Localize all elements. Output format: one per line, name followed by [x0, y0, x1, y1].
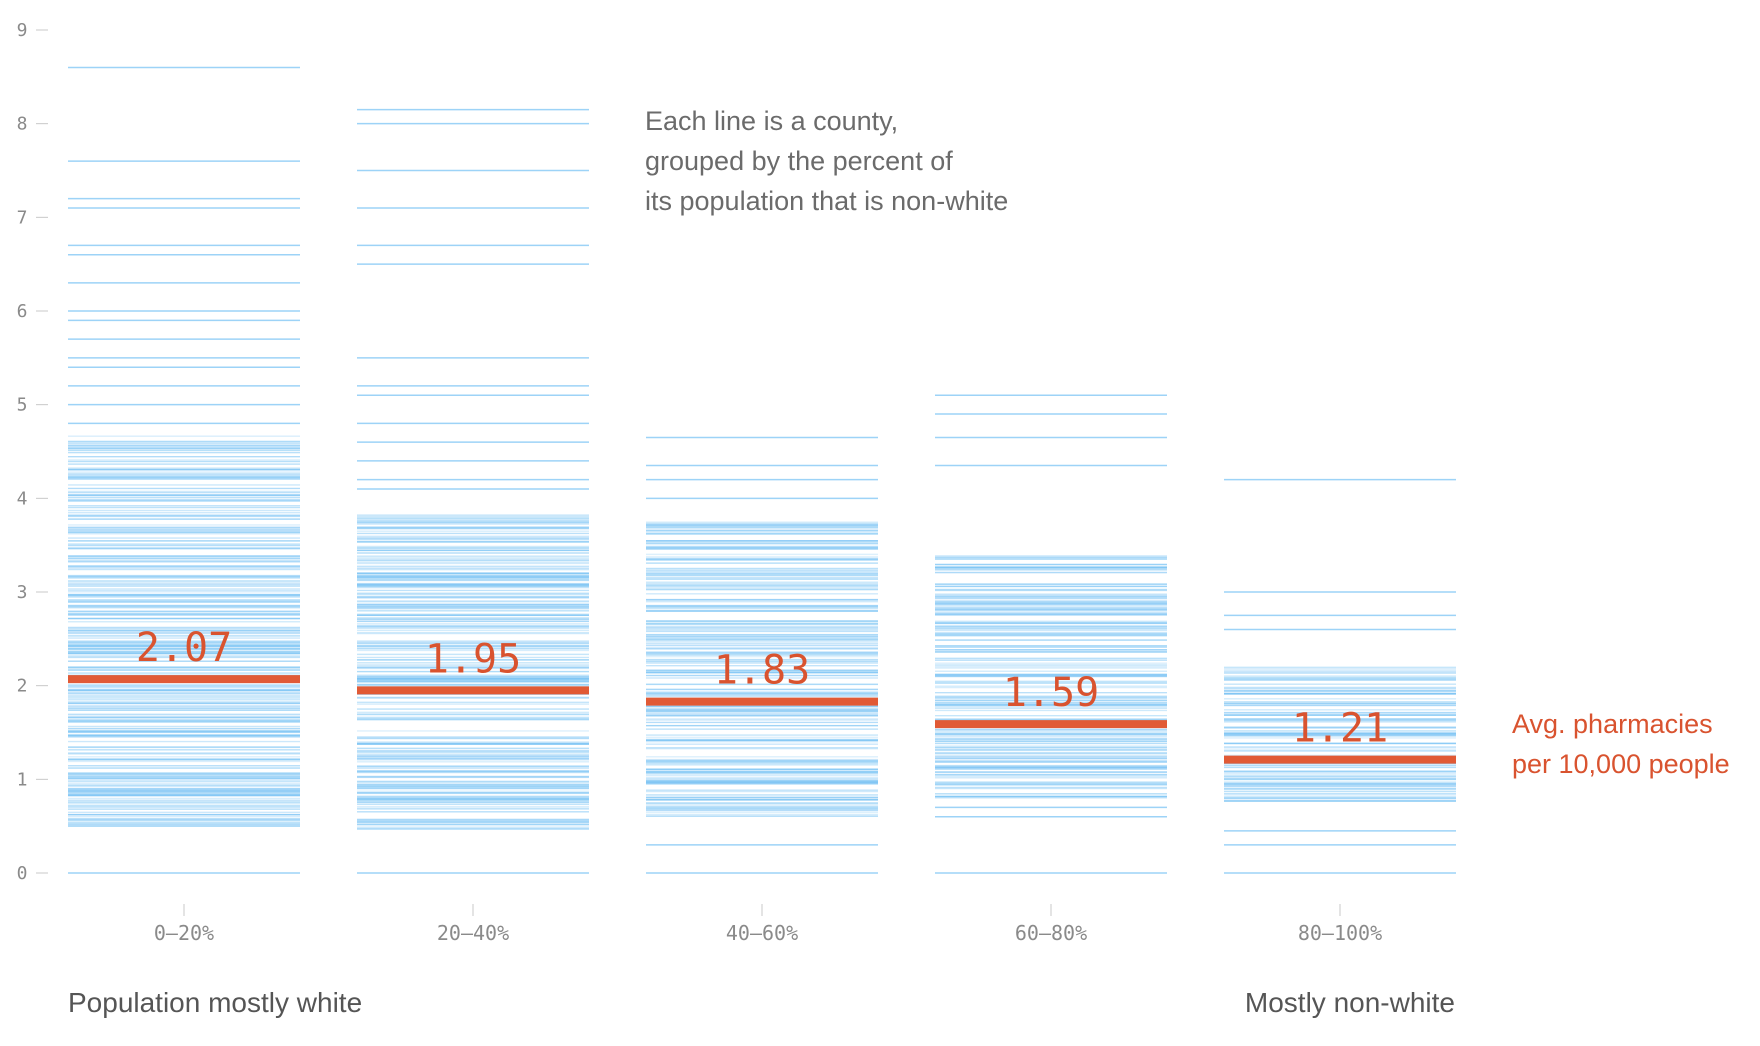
y-tick-label: 2 — [17, 676, 28, 697]
average-label: 1.83 — [714, 648, 810, 694]
annotation-line-1: Each line is a county, — [645, 106, 898, 136]
x-tick-label: 20–40% — [437, 921, 509, 945]
average-label: 1.21 — [1292, 706, 1388, 752]
x-axis: 0–20% 20–40% 40–60% 60–80% 80–100% — [154, 904, 1382, 945]
y-tick-label: 5 — [17, 395, 28, 416]
y-axis: 0 1 2 3 4 5 6 7 8 9 — [17, 20, 48, 884]
average-label: 2.07 — [136, 625, 232, 671]
footer-left-label: Population mostly white — [68, 987, 362, 1018]
county-group-4 — [935, 394, 1167, 874]
y-tick-label: 4 — [17, 488, 28, 509]
average-label: 1.59 — [1003, 670, 1099, 716]
annotation: Each line is a county, grouped by the pe… — [645, 106, 1008, 216]
county-group-2 — [357, 108, 589, 874]
legend-line-1: Avg. pharmacies — [1512, 709, 1713, 739]
county-group-3 — [646, 436, 878, 874]
county-group-1 — [68, 66, 300, 874]
y-tick-label: 8 — [17, 114, 28, 135]
annotation-line-3: its population that is non-white — [645, 186, 1008, 216]
annotation-line-2: grouped by the percent of — [645, 146, 953, 176]
average-lines: 2.07 1.95 1.83 1.59 1.21 — [68, 625, 1456, 764]
x-tick-label: 60–80% — [1015, 921, 1087, 945]
y-tick-label: 1 — [17, 769, 28, 790]
legend: Avg. pharmacies per 10,000 people — [1512, 709, 1730, 779]
legend-line-2: per 10,000 people — [1512, 749, 1730, 779]
y-tick-label: 6 — [17, 301, 28, 322]
county-group-5 — [1224, 478, 1456, 874]
x-tick-label: 40–60% — [726, 921, 798, 945]
x-tick-label: 80–100% — [1298, 921, 1382, 945]
average-label: 1.95 — [425, 636, 521, 682]
y-tick-label: 3 — [17, 582, 28, 603]
y-tick-label: 0 — [17, 863, 28, 884]
y-tick-label: 7 — [17, 207, 28, 228]
y-tick-label: 9 — [17, 20, 28, 41]
x-tick-label: 0–20% — [154, 921, 214, 945]
footer-right-label: Mostly non-white — [1245, 987, 1455, 1018]
